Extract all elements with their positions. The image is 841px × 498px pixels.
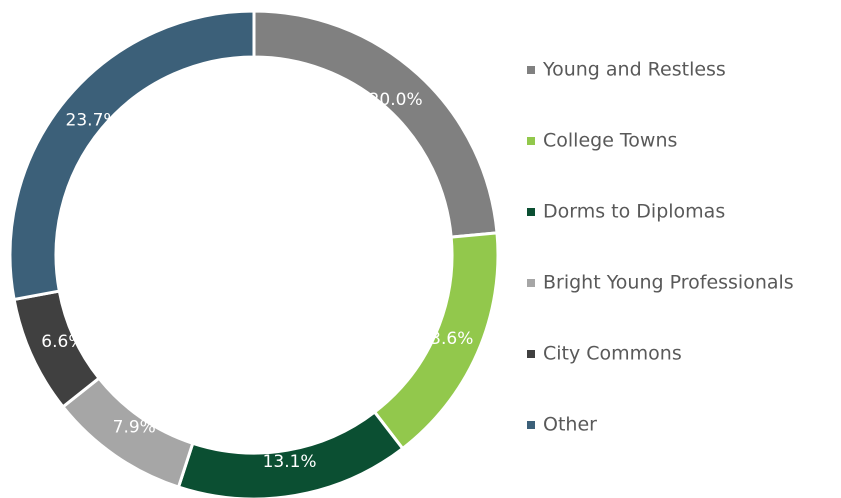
legend-marker (527, 421, 535, 429)
legend-label: Bright Young Professionals (543, 272, 794, 294)
legend-label: City Commons (543, 343, 682, 365)
legend-label: Young and Restless (542, 59, 726, 81)
data-label: 23.7% (66, 111, 120, 131)
legend-marker (527, 66, 535, 74)
legend-marker (527, 137, 535, 145)
data-label: 13.6% (419, 329, 473, 349)
legend-marker (527, 279, 535, 287)
legend-label: Other (543, 414, 597, 436)
donut-slice (252, 9, 499, 239)
donut-slice (8, 9, 256, 302)
legend-marker (527, 208, 535, 216)
data-label: 13.1% (263, 452, 317, 472)
legend-label: Dorms to Diplomas (543, 201, 725, 223)
data-label: 7.9% (113, 418, 156, 438)
legend-marker (527, 350, 535, 358)
data-label: 6.6% (41, 332, 84, 352)
legend-label: College Towns (543, 130, 677, 152)
data-label: 20.0% (369, 90, 423, 110)
